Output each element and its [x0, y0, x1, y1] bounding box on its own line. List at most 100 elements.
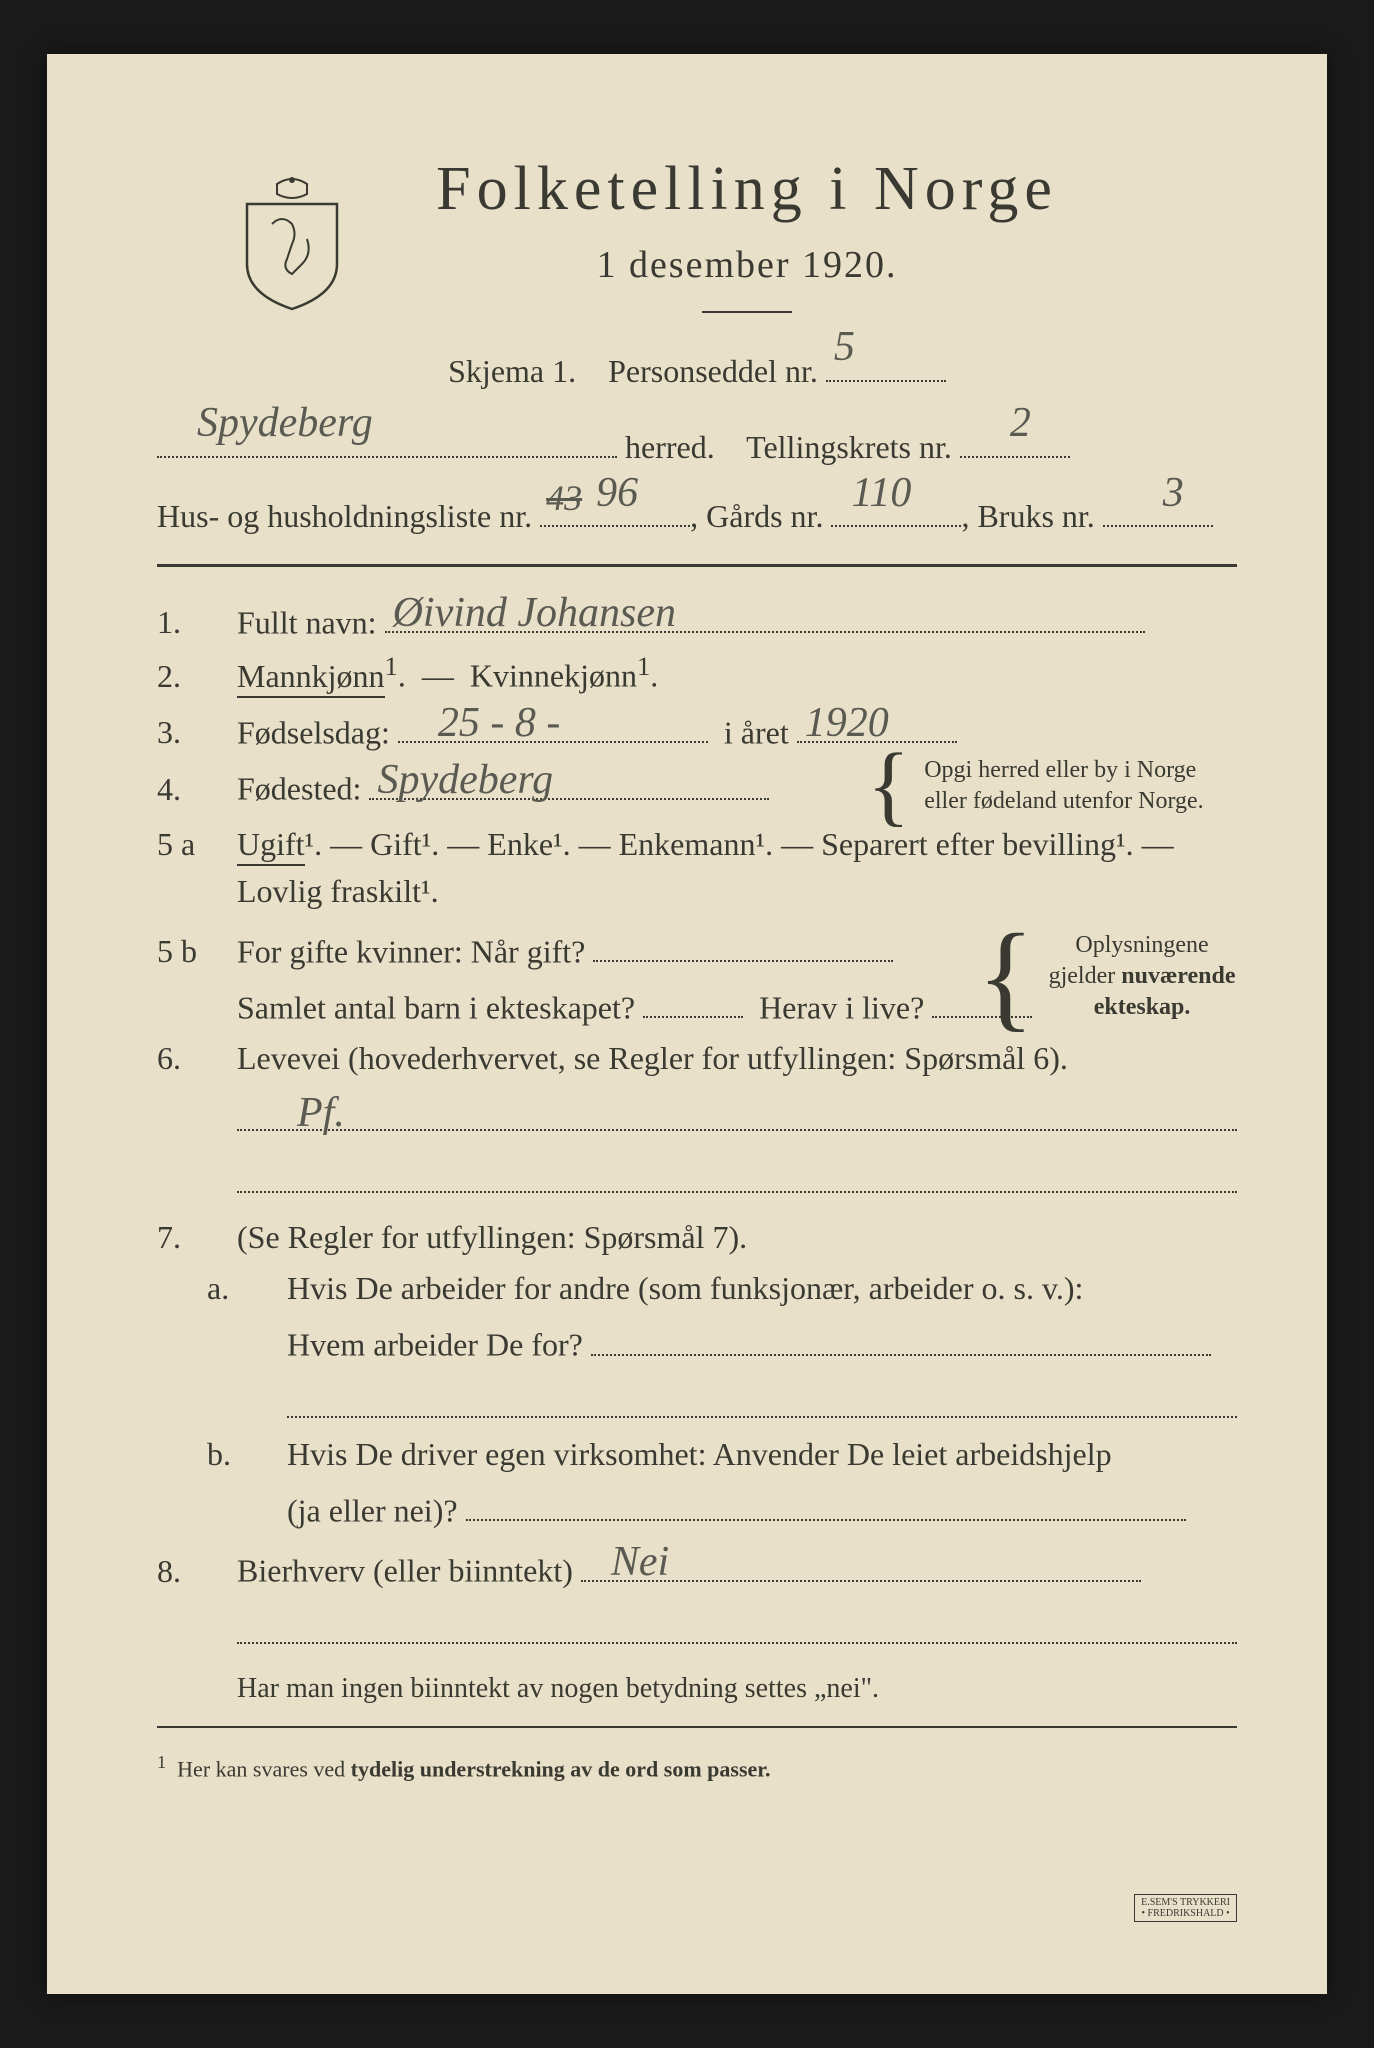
tellingskrets-label: Tellingskrets nr. [746, 429, 952, 465]
q5b-content1: For gifte kvinner: Når gift? { Oplysning… [237, 924, 1237, 970]
q2-content: Mannkjønn1. — Kvinnekjønn1. [237, 651, 1237, 695]
q4-note1: Opgi herred eller by i Norge [924, 757, 1196, 783]
q7a-content2: Hvem arbeider De for? [287, 1317, 1237, 1363]
q2-sup2: 1 [637, 651, 650, 681]
q7b-row1: b. Hvis De driver egen virksomhet: Anven… [157, 1436, 1237, 1473]
q5b-row1: 5 b For gifte kvinner: Når gift? { Oplys… [157, 924, 1237, 970]
q2-mann: Mannkjønn [237, 658, 385, 698]
tellingskrets-value: 2 [1010, 386, 1031, 462]
footer-note: Har man ingen biinntekt av nogen betydni… [237, 1664, 1237, 1714]
tellingskrets-field: 2 [960, 419, 1070, 457]
q3-num: 3. [157, 714, 237, 751]
q6-field: Pf. [237, 1087, 1237, 1131]
q5b-line2a: Samlet antal barn i ekteskapet? [237, 989, 635, 1025]
q7a-text1: Hvis De arbeider for andre (som funksjon… [287, 1270, 1237, 1307]
q5b-live-field [932, 980, 1032, 1018]
q1-label: Fullt navn: [237, 604, 377, 640]
husliste-label: Hus- og husholdningsliste nr. [157, 498, 532, 534]
q6-row: 6. Levevei (hovederhvervet, se Regler fo… [157, 1040, 1237, 1077]
q6-field-2 [237, 1149, 1237, 1193]
q8-field-2 [237, 1600, 1237, 1644]
q8-content: Bierhverv (eller biinntekt) Nei [237, 1543, 1237, 1589]
q5a-content: Ugift¹. — Gift¹. — Enke¹. — Enkemann¹. —… [237, 826, 1237, 863]
q4-note2: eller fødeland utenfor Norge. [924, 788, 1203, 814]
census-date: 1 desember 1920. [257, 243, 1237, 287]
q5b-row2: Samlet antal barn i ekteskapet? Herav i … [157, 980, 1237, 1026]
q2-num: 2. [157, 658, 237, 695]
page-title: Folketelling i Norge [257, 154, 1237, 225]
q7b-row2: (ja eller nei)? [157, 1483, 1237, 1529]
q7-label: (Se Regler for utfyllingen: Spørsmål 7). [237, 1219, 1237, 1256]
printer-mark: E.SEM'S TRYKKERI• FREDRIKSHALD • [1134, 1894, 1237, 1922]
q5b-note1: Oplysningene [1075, 932, 1208, 958]
gards-value: 110 [851, 456, 911, 532]
q1-content: Fullt navn: Øivind Johansen [237, 595, 1237, 641]
q2-row: 2. Mannkjønn1. — Kvinnekjønn1. [157, 651, 1237, 695]
census-form-page: Folketelling i Norge 1 desember 1920. Sk… [47, 54, 1327, 1994]
q2-sup1: 1 [385, 651, 398, 681]
q5a-row2: Lovlig fraskilt¹. [157, 873, 1237, 910]
q5b-line2b: Herav i live? [759, 989, 924, 1025]
q5b-gift-field [593, 924, 893, 962]
q6-label: Levevei (hovederhvervet, se Regler for u… [237, 1040, 1237, 1077]
q5b-num: 5 b [157, 933, 237, 970]
herred-line: Spydeberg herred. Tellingskrets nr. 2 [157, 419, 1237, 477]
section-divider [157, 564, 1237, 567]
husliste-field: 43 96 [540, 489, 690, 527]
husliste-struck: 43 [546, 466, 582, 531]
footnote-num: 1 [157, 1752, 166, 1772]
q8-num: 8. [157, 1553, 237, 1590]
q5b-barn-field [643, 980, 743, 1018]
q3-year-label: i året [724, 714, 789, 750]
personseddel-nr-field: 5 [826, 344, 946, 382]
q5a-num: 5 a [157, 826, 237, 863]
q7a-text2: Hvem arbeider De for? [287, 1327, 583, 1363]
herred-label: herred. [625, 429, 715, 465]
q4-label: Fødested: [237, 771, 361, 807]
crest-svg [237, 174, 347, 314]
q4-content: Fødested: Spydeberg { Opgi herred eller … [237, 761, 1237, 807]
q7a-row1: a. Hvis De arbeider for andre (som funks… [157, 1270, 1237, 1307]
divider [702, 311, 792, 313]
q7b-field [466, 1483, 1186, 1521]
q7a-field [591, 1317, 1211, 1355]
footer-divider [157, 1726, 1237, 1728]
q5a-ugift: Ugift [237, 826, 305, 866]
q8-value: Nei [611, 1538, 669, 1586]
q7b-content2: (ja eller nei)? [287, 1483, 1237, 1529]
footnote-text: Her kan svares ved tydelig understreknin… [177, 1756, 770, 1781]
husliste-line: Hus- og husholdningsliste nr. 43 96 , Gå… [157, 488, 1237, 546]
q7b-text1: Hvis De driver egen virksomhet: Anvender… [287, 1436, 1237, 1473]
bruks-field: 3 [1103, 489, 1213, 527]
q7-row: 7. (Se Regler for utfyllingen: Spørsmål … [157, 1219, 1237, 1256]
bruks-value: 3 [1163, 456, 1184, 532]
personseddel-label: Personseddel nr. [608, 353, 818, 389]
herred-field: Spydeberg [157, 419, 617, 457]
q3-label: Fødselsdag: [237, 714, 390, 750]
q8-field: Nei [581, 1543, 1141, 1581]
q4-row: 4. Fødested: Spydeberg { Opgi herred ell… [157, 761, 1237, 807]
q7b-text2: (ja eller nei)? [287, 1492, 458, 1528]
q4-field: Spydeberg [369, 761, 769, 799]
q6-num: 6. [157, 1040, 237, 1077]
q5a-row: 5 a Ugift¹. — Gift¹. — Enke¹. — Enkemann… [157, 826, 1237, 863]
bruks-label: Bruks nr. [977, 498, 1094, 534]
q1-field: Øivind Johansen [385, 595, 1145, 633]
q7b-num: b. [157, 1436, 287, 1473]
personseddel-nr-value: 5 [834, 310, 855, 386]
q3-day-field: 25 - 8 - [398, 705, 708, 743]
q5a-options2: Lovlig fraskilt¹. [237, 873, 1237, 910]
q3-row: 3. Fødselsdag: 25 - 8 - i året 1920 [157, 705, 1237, 751]
q8-row: 8. Bierhverv (eller biinntekt) Nei [157, 1543, 1237, 1589]
q1-value: Øivind Johansen [393, 589, 676, 637]
q2-kvinne: Kvinnekjønn [470, 658, 637, 694]
gards-field: 110 [831, 489, 961, 527]
herred-value: Spydeberg [197, 386, 373, 462]
q4-note: { Opgi herred eller by i Norge eller fød… [867, 755, 1237, 817]
q3-day-value: 25 - 8 - [438, 699, 560, 747]
q7a-field-2 [287, 1374, 1237, 1418]
skjema-label: Skjema 1. [448, 353, 576, 389]
q8-label: Bierhverv (eller biinntekt) [237, 1553, 573, 1589]
q4-value: Spydeberg [377, 756, 553, 804]
norwegian-coat-of-arms [237, 174, 347, 314]
